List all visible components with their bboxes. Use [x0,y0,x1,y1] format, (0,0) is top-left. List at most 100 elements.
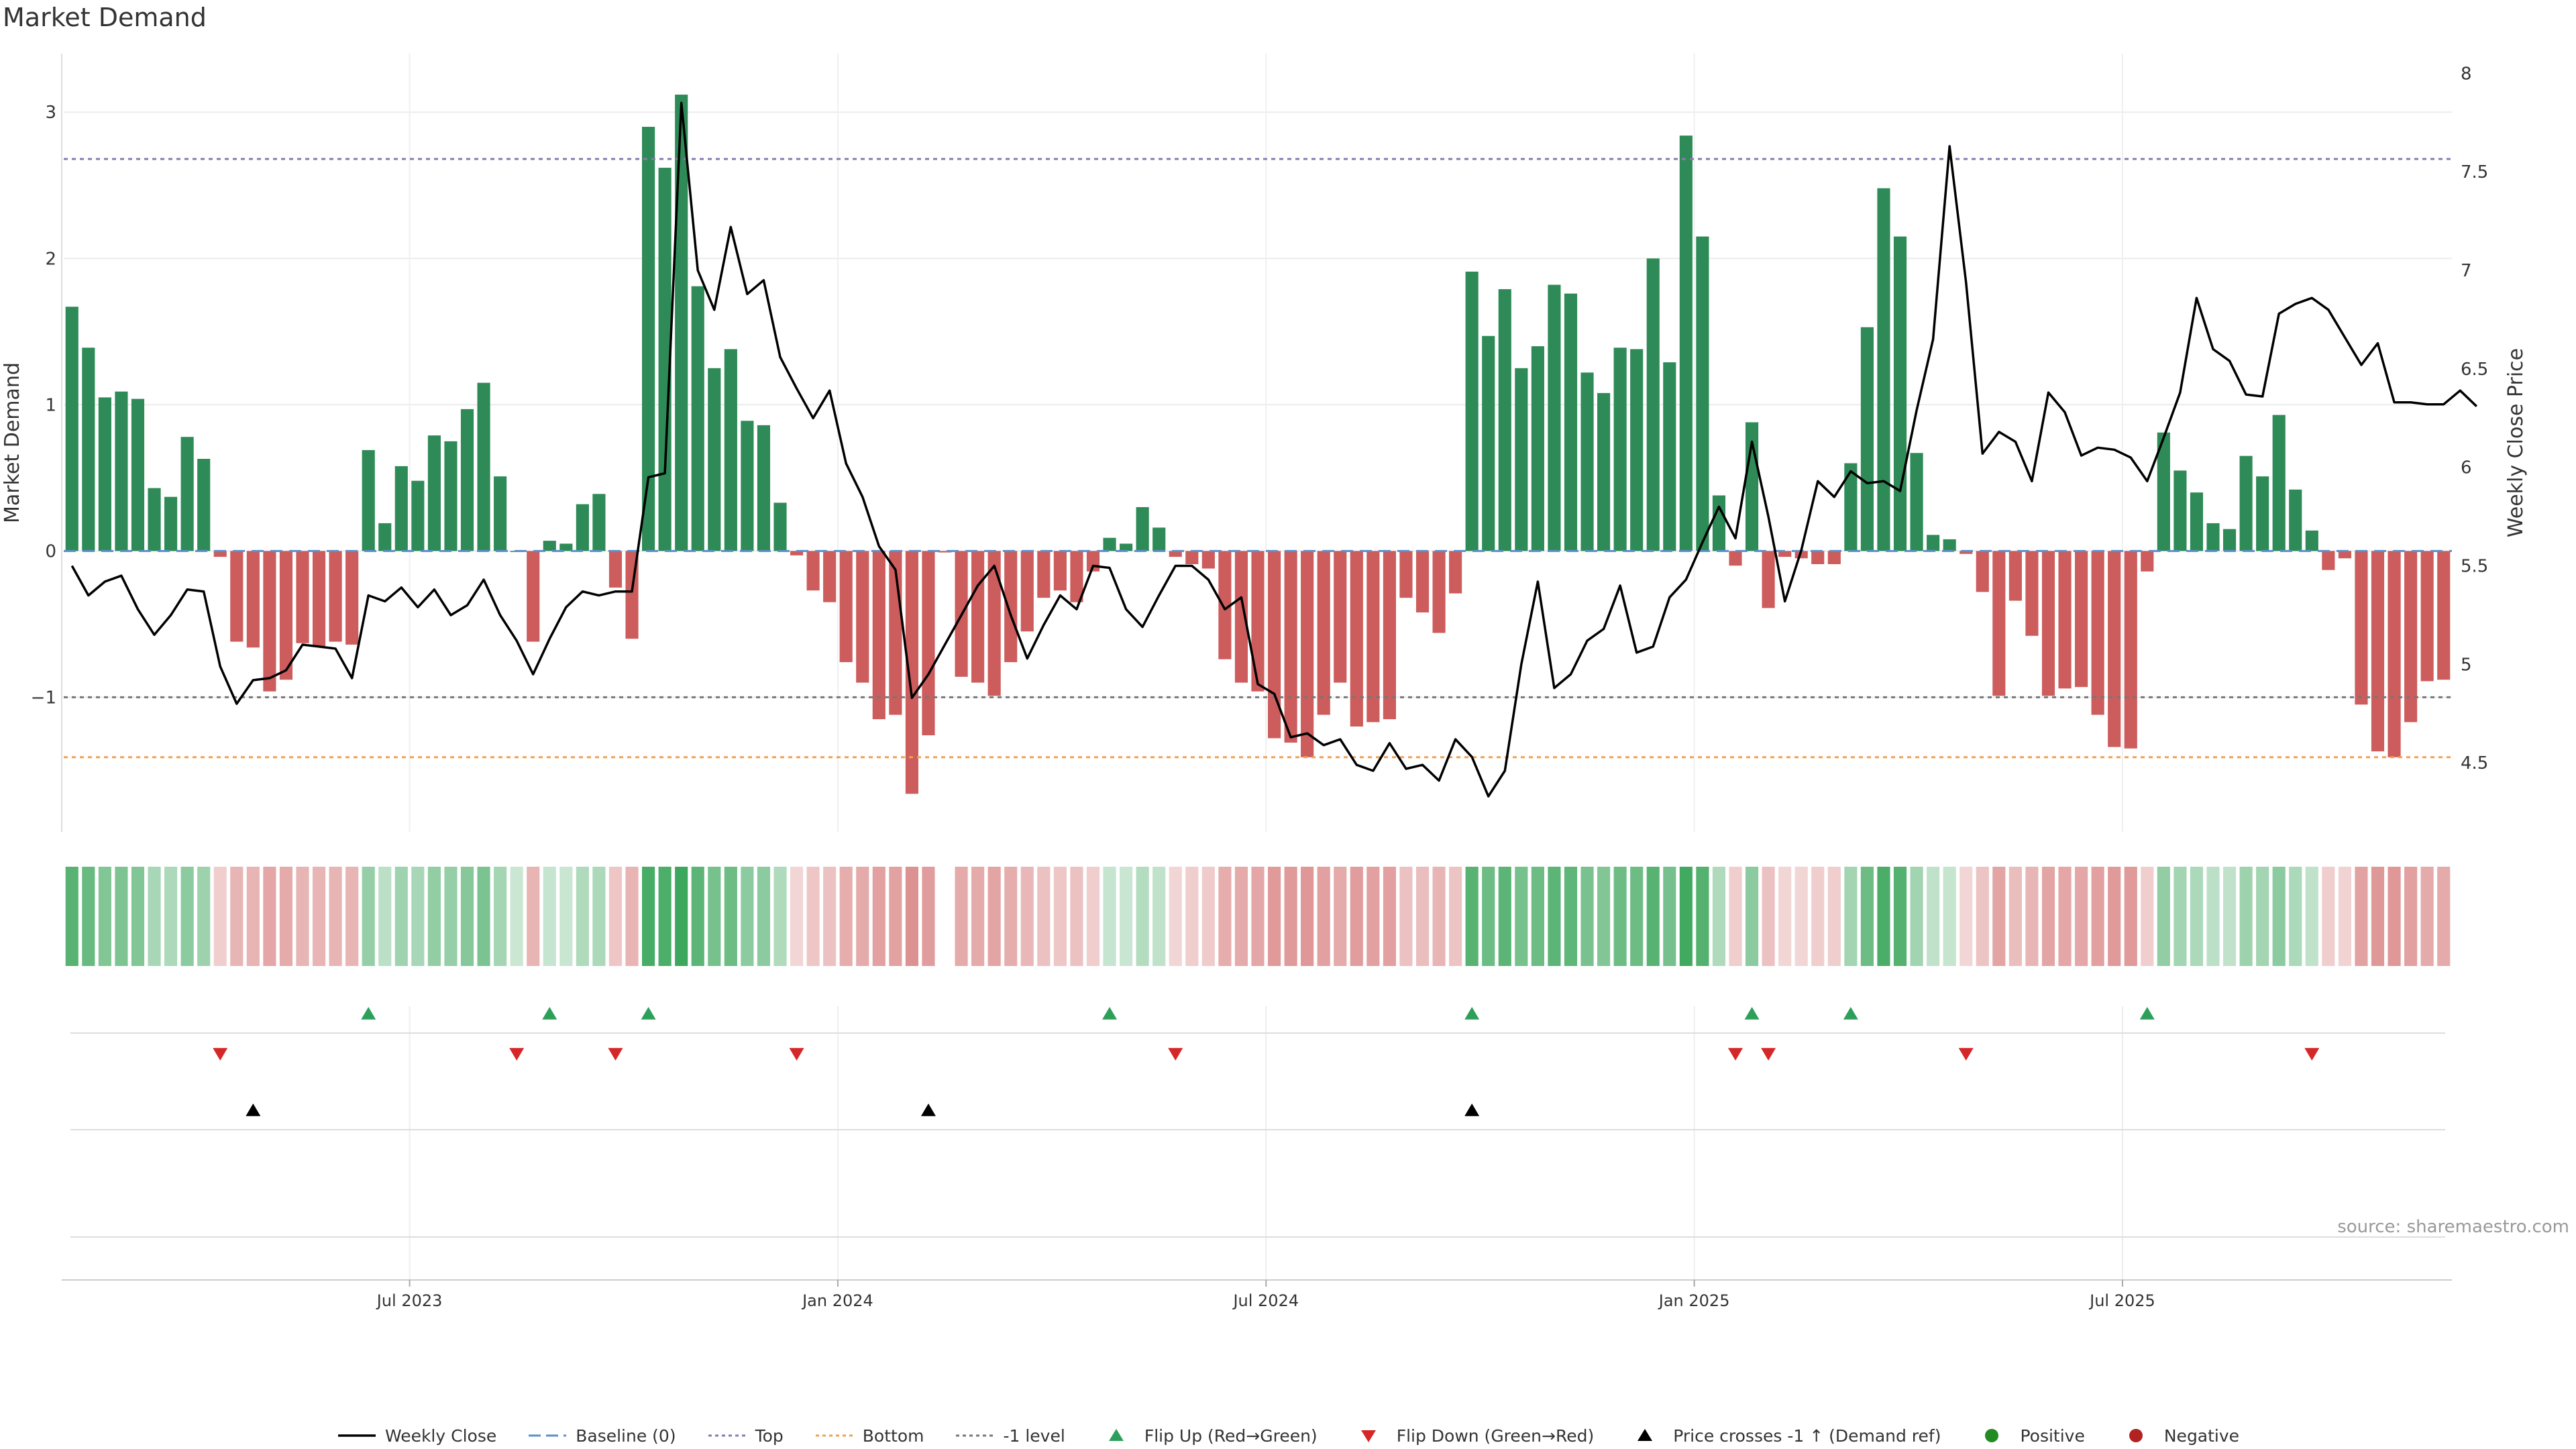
demand-bar [2387,551,2401,757]
demand-strip-cell [460,867,474,966]
demand-strip-cell [1267,867,1281,966]
demand-bar [1613,347,1627,551]
demand-bar [296,551,309,643]
demand-bar [2289,489,2302,551]
demand-bar [115,391,128,551]
demand-strip-cell [592,867,606,966]
demand-bar [1465,271,1479,551]
demand-bar [757,425,771,551]
demand-bar [773,502,787,551]
flip-up-marker [1744,1007,1760,1020]
demand-bar [1548,284,1561,551]
demand-strip-cell [905,867,918,966]
demand-bar [708,368,721,551]
demand-bar [2124,551,2137,749]
chart-title: Market Demand [3,3,207,32]
demand-bar [741,421,754,551]
demand-strip-cell [1811,867,1825,966]
demand-bar [2174,470,2187,551]
y-right-tick-label: 7 [2461,261,2472,281]
demand-strip-cell [2141,867,2154,966]
legend-item-pos: Positive [1972,1426,2085,1446]
demand-strip-cell [82,867,95,966]
demand-strip-cell [1449,867,1462,966]
demand-bar [378,523,392,551]
demand-bar [1778,551,1792,557]
demand-bar [2222,529,2237,551]
demand-strip-cell [1317,867,1330,966]
demand-bar [2272,415,2286,551]
demand-strip-cell [773,867,787,966]
demand-strip-cell [2289,867,2302,966]
demand-strip-cell [1185,867,1199,966]
x-tick-label: Jul 2023 [376,1291,443,1310]
demand-strip-cell [2190,867,2204,966]
demand-strip-cell [1679,867,1693,966]
demand-bar [1301,551,1314,757]
demand-strip-cell [378,867,392,966]
demand-bar [2305,530,2318,551]
demand-bar [724,349,737,551]
demand-bar [1070,551,1083,602]
demand-strip-cell [279,867,293,966]
legend-swatch-flip_up [1108,1429,1124,1441]
demand-bar [263,551,276,692]
demand-strip-cell [2437,867,2451,966]
demand-strip-cell [823,867,837,966]
legend-label: -1 level [1003,1426,1065,1446]
demand-bar [1646,258,1660,551]
demand-strip-cell [2305,867,2318,966]
demand-strip-cell [1284,867,1297,966]
demand-strip-cell [2222,867,2237,966]
legend-label: Baseline (0) [576,1426,676,1446]
demand-strip-cell [1201,867,1215,966]
demand-strip-cell [1613,867,1627,966]
demand-bar [2075,551,2088,688]
demand-bar [1597,392,1611,551]
demand-strip-cell [213,867,227,966]
x-tick-label: Jan 2025 [1658,1291,1730,1310]
legend-item-close: Weekly Close [337,1426,496,1446]
demand-bar [1103,537,1116,551]
demand-bar [427,435,441,551]
demand-strip-cell [2371,867,2385,966]
demand-strip-cell [2272,867,2286,966]
demand-bar [2058,551,2072,689]
demand-strip-cell [856,867,869,966]
demand-strip-cell [1976,867,1989,966]
demand-strip-cell [922,867,935,966]
demand-strip-cell [477,867,490,966]
demand-strip-cell [1515,867,1528,966]
demand-bar [1992,551,2006,696]
demand-strip-cell [115,867,128,966]
demand-bar [180,437,194,551]
legend-label: Price crosses -1 ↑ (Demand ref) [1673,1426,1941,1446]
demand-bar [148,488,161,551]
demand-strip-cell [1663,867,1676,966]
demand-bar [642,127,655,551]
cross-up-marker [920,1104,936,1116]
demand-bar [279,551,293,680]
demand-strip-cell [1383,867,1396,966]
demand-strip-cell [543,867,556,966]
demand-bar [2108,551,2121,747]
demand-bar [1366,551,1380,722]
demand-bar [1844,463,1858,551]
demand-bar [1630,349,1644,551]
demand-strip-cell [1762,867,1775,966]
demand-bar [1976,551,1989,592]
demand-strip-cell [2404,867,2418,966]
legend-item-neg: Negative [2116,1426,2239,1446]
demand-bar [608,551,623,588]
demand-strip-cell [1070,867,1083,966]
demand-strip-layer [65,867,2451,966]
legend-item-flip_up: Flip Up (Red→Green) [1096,1426,1318,1446]
demand-bar [494,476,507,551]
demand-bar [1037,551,1051,598]
demand-bar [592,494,606,551]
demand-bar [1267,551,1281,739]
x-tick-label: Jul 2024 [1232,1291,1299,1310]
demand-strip-cell [494,867,507,966]
x-tick-label: Jul 2025 [2088,1291,2155,1310]
demand-strip-cell [1630,867,1644,966]
